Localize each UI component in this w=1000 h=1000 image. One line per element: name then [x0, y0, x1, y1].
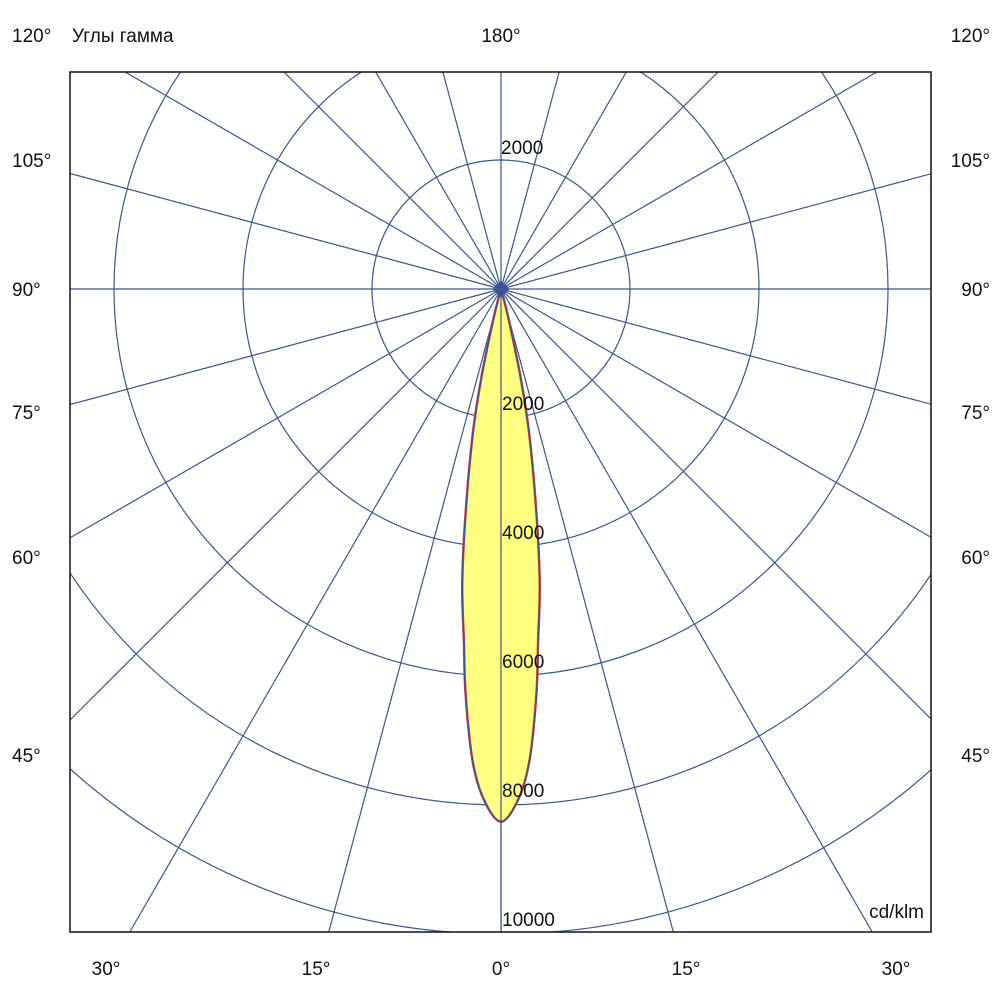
bottom-angle-labels: 30° 15° 0° 15° 30°	[92, 959, 911, 980]
radial-tick-label: 8000	[502, 781, 544, 802]
bottom-angle-label: 30°	[92, 959, 121, 980]
left-angle-label: 90°	[12, 280, 41, 301]
angle-axis-label: Углы гамма	[72, 26, 174, 47]
grid-spoke	[500, 72, 878, 290]
grid-spoke	[500, 288, 931, 538]
right-angle-label: 75°	[961, 403, 990, 424]
grid-spoke	[283, 72, 502, 290]
grid-spoke	[500, 288, 674, 932]
right-angle-label: 90°	[961, 280, 990, 301]
radial-tick-label: 6000	[502, 652, 544, 673]
grid-spoke	[328, 288, 502, 932]
bottom-angle-label: 0°	[492, 959, 510, 980]
unit-label: cd/klm	[869, 902, 924, 923]
grid-spoke	[375, 72, 502, 290]
plot-frame	[69, 71, 932, 933]
top-ring-label: 2000	[501, 138, 543, 159]
grid-spoke	[500, 72, 560, 290]
grid-spoke	[500, 288, 931, 405]
grid-spoke	[442, 72, 502, 290]
grid-spoke	[70, 288, 502, 406]
right-angle-label: 60°	[961, 548, 990, 569]
top-angle-label: 180°	[481, 26, 520, 47]
side-angle-labels: 120° 120° 105° 105° 90° 90° 75° 75° 60° 60° 45° 45°	[12, 26, 990, 767]
radial-tick-label: 2000	[502, 394, 544, 415]
bottom-angle-label: 15°	[672, 959, 701, 980]
bottom-angle-label: 15°	[302, 959, 331, 980]
grid-spoke	[70, 288, 502, 539]
left-angle-label: 105°	[12, 151, 51, 172]
radial-tick-label: 10000	[502, 910, 555, 931]
intensity-curve	[460, 280, 542, 932]
grid-spoke	[500, 173, 931, 290]
radial-tick-label: 4000	[502, 523, 544, 544]
polar-grid	[70, 72, 931, 932]
radial-tick-labels: 2000 4000 6000 8000 10000	[502, 394, 555, 931]
grid-spoke	[129, 288, 502, 932]
grid-spoke	[500, 288, 931, 720]
right-angle-label: 105°	[951, 151, 990, 172]
grid-spoke	[500, 72, 719, 290]
center-marker	[492, 280, 510, 298]
grid-spoke	[124, 72, 502, 290]
grid-spoke	[70, 172, 502, 290]
left-angle-label: 45°	[12, 746, 41, 767]
grid-spoke	[500, 288, 873, 932]
grid-spoke	[500, 72, 627, 290]
right-angle-label: 45°	[961, 746, 990, 767]
left-angle-label: 120°	[12, 26, 51, 47]
grid-spoke	[70, 288, 502, 721]
left-angle-label: 75°	[12, 403, 41, 424]
bottom-angle-label: 30°	[882, 959, 911, 980]
left-angle-label: 60°	[12, 548, 41, 569]
right-angle-label: 120°	[951, 26, 990, 47]
